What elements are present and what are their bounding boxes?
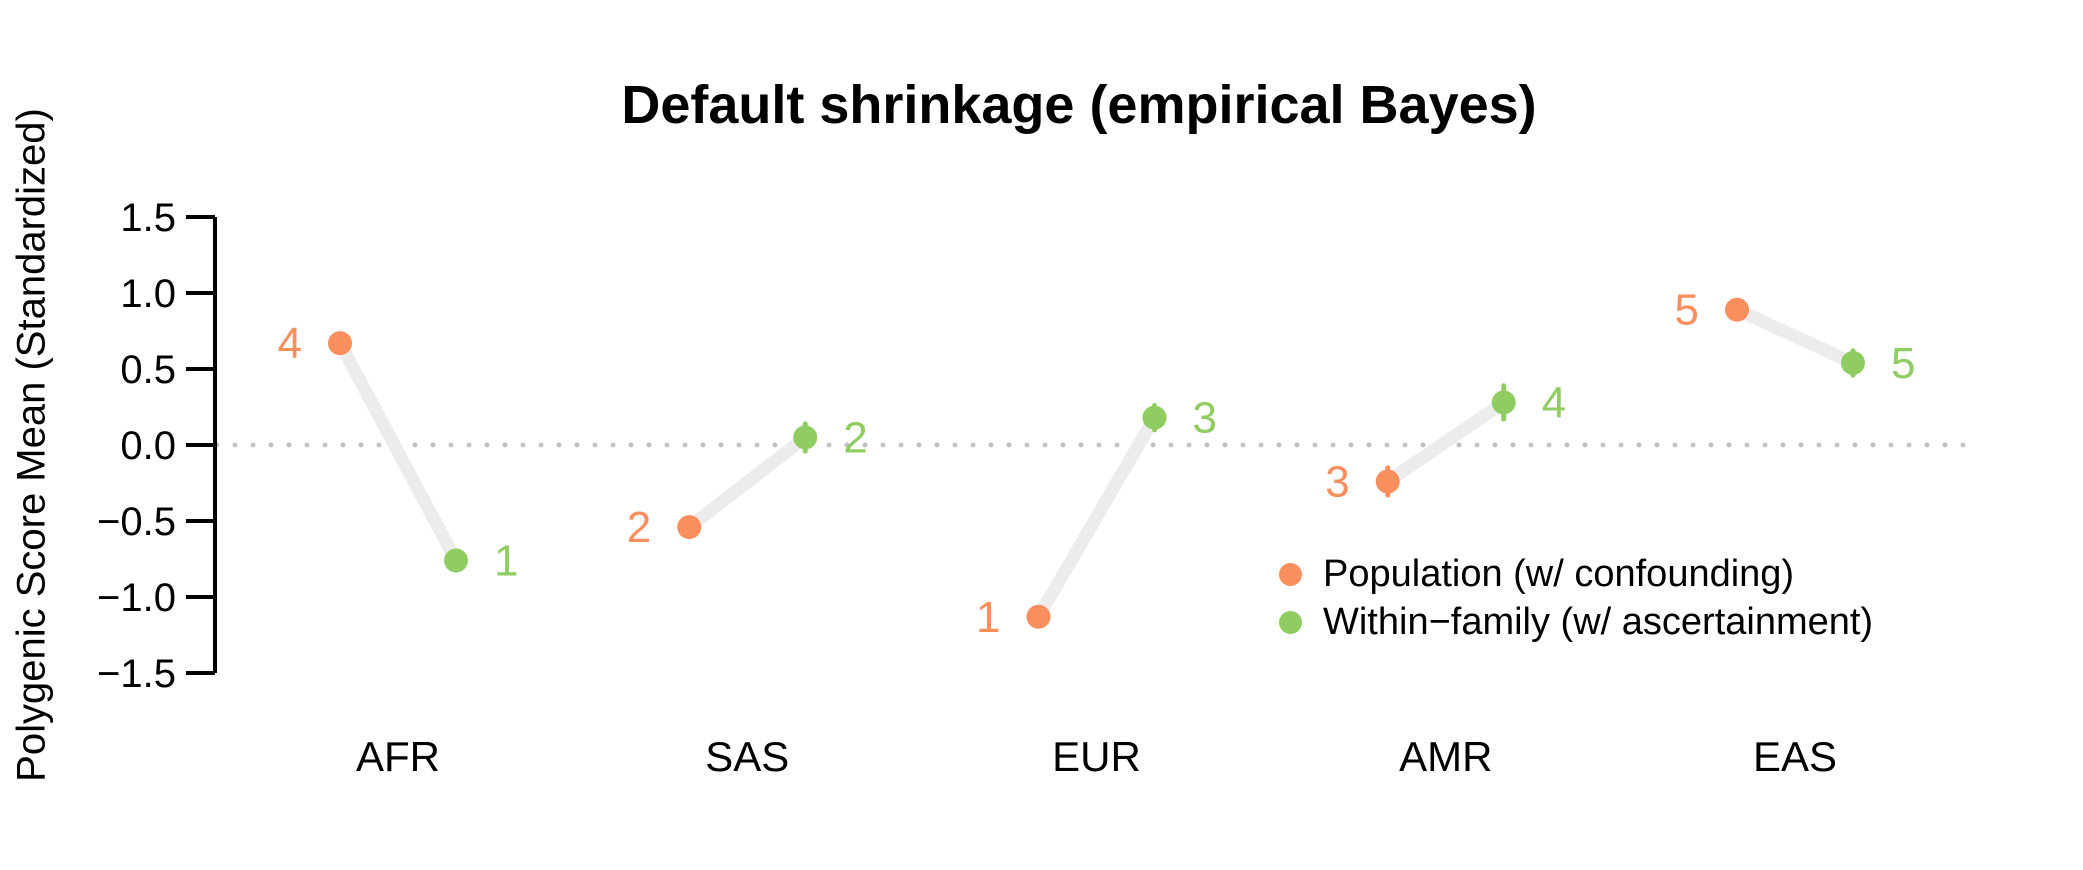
data-point-population (1026, 604, 1051, 629)
category-label: AMR (1399, 733, 1492, 780)
y-axis-tick-label: −1.5 (97, 652, 176, 696)
pair-connector-line (1032, 411, 1161, 624)
data-point-within_family (1142, 405, 1167, 430)
data-point-within_family (1491, 390, 1516, 415)
y-axis-tick-label: 0.0 (120, 424, 176, 468)
data-point-population (328, 331, 352, 356)
data-point-population (677, 515, 702, 540)
pair-connector-line (333, 336, 463, 568)
point-rank-label: 3 (1325, 457, 1349, 506)
data-point-population (1375, 469, 1400, 494)
pair-connector-line (1381, 395, 1511, 488)
legend-item-population: Population (w/ confounding) (1279, 550, 1873, 598)
point-rank-label: 4 (278, 319, 302, 368)
point-rank-label: 5 (1675, 286, 1699, 335)
point-rank-label: 2 (627, 503, 651, 552)
pair-connector-line (682, 430, 812, 534)
category-label: EUR (1052, 733, 1141, 780)
y-axis-tick-label: 1.5 (120, 196, 176, 240)
y-axis-tick-label: −1.0 (97, 576, 176, 620)
pair-connector-line (1730, 303, 1860, 370)
data-point-within_family (793, 425, 818, 450)
legend-label-population: Population (w/ confounding) (1323, 553, 1795, 595)
chart-title: Default shrinkage (empirical Bayes) (621, 75, 1537, 135)
within-family-series-dot-icon (1279, 610, 1302, 634)
point-rank-label: 2 (843, 413, 867, 462)
point-rank-label: 4 (1542, 378, 1566, 427)
category-label: AFR (356, 733, 440, 780)
point-rank-label: 3 (1193, 394, 1217, 443)
point-rank-label: 1 (976, 593, 1000, 642)
category-label: SAS (705, 733, 789, 780)
legend-label-within-family: Within−family (w/ ascertainment) (1323, 601, 1874, 643)
point-rank-label: 1 (494, 537, 518, 586)
y-axis-tick-label: 0.5 (120, 348, 176, 392)
y-axis-tick-label: −0.5 (97, 500, 176, 544)
legend: Population (w/ confounding) Within−famil… (1279, 550, 1873, 646)
data-point-population (1725, 297, 1749, 322)
y-axis-tick-label: 1.0 (120, 272, 176, 316)
category-label: EAS (1753, 733, 1837, 780)
data-point-within_family (444, 548, 468, 573)
legend-item-within-family: Within−family (w/ ascertainment) (1279, 598, 1873, 646)
point-rank-label: 5 (1891, 339, 1915, 388)
population-series-dot-icon (1279, 562, 1302, 586)
data-point-within_family (1841, 350, 1865, 375)
